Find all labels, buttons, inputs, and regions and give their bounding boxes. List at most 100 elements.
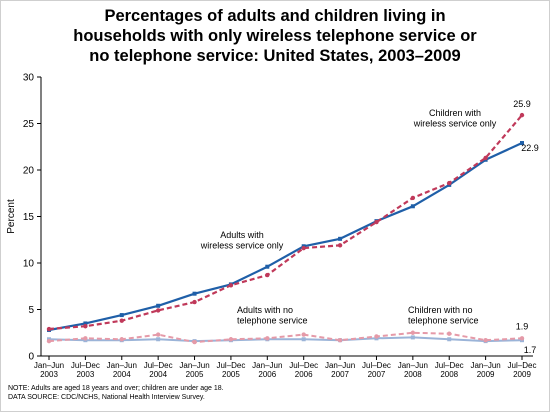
data-point (483, 155, 488, 161)
data-point (119, 318, 124, 323)
x-tick-label-year: 2008 (404, 370, 422, 379)
data-point (155, 332, 161, 337)
x-tick-label-period: Jul–Dec (435, 361, 464, 370)
data-point (192, 299, 197, 305)
series-line (48, 142, 523, 332)
data-point (410, 204, 415, 209)
x-tick-label-period: Jan–Jun (398, 361, 428, 370)
x-tick-label-year: 2005 (186, 370, 204, 379)
data-point (265, 264, 270, 269)
data-point (119, 313, 124, 318)
title-line-2: households with only wireless telephone … (73, 27, 477, 45)
x-tick-label-year: 2007 (368, 370, 386, 379)
x-tick-label-year: 2006 (258, 370, 276, 379)
data-point (301, 332, 306, 337)
end-value-label: 1.7 (524, 345, 537, 355)
x-tick-label-period: Jul–Dec (216, 361, 245, 370)
x-tick-label-year: 2006 (295, 370, 313, 379)
series-label: wireless service only (200, 241, 284, 251)
data-point (301, 245, 306, 251)
series-label: telephone service (237, 316, 308, 326)
note-text: NOTE: Adults are aged 18 years and over;… (8, 385, 224, 392)
end-value-label: 25.9 (513, 99, 531, 109)
y-tick-label: 25 (23, 119, 35, 130)
x-tick-label-period: Jul–Dec (508, 361, 537, 370)
data-point (374, 219, 379, 225)
title-line-3: no telephone service: United States, 200… (89, 47, 461, 65)
data-point (192, 339, 197, 345)
data-point (119, 337, 124, 342)
series-label: wireless service only (413, 119, 497, 129)
data-point (46, 326, 52, 332)
data-point (447, 180, 452, 186)
data-point (156, 303, 161, 308)
x-tick-label-year: 2003 (76, 370, 94, 379)
data-point (410, 330, 416, 335)
series-label: Adults with no (237, 305, 293, 315)
series-line (48, 114, 523, 331)
end-value-label: 1.9 (516, 321, 529, 331)
chart-notes: NOTE: Adults are aged 18 years and over;… (8, 384, 224, 402)
x-tick-label-period: Jan–Jun (107, 361, 137, 370)
x-tick-label-year: 2008 (440, 370, 458, 379)
y-tick-label: 10 (23, 259, 35, 270)
x-tick-label-year: 2004 (149, 370, 167, 379)
series-line (48, 331, 523, 344)
data-point (301, 337, 306, 342)
x-tick-label-period: Jan–Jun (252, 361, 282, 370)
data-point (46, 338, 52, 344)
x-tick-label-year: 2004 (113, 370, 131, 379)
series-label: Adults with (220, 230, 264, 240)
data-point (410, 195, 416, 201)
data-point (447, 337, 452, 342)
data-point (265, 336, 270, 341)
chart-title: Percentages of adults and children livin… (0, 6, 550, 66)
series-line (48, 336, 523, 343)
y-tick-label: 20 (23, 166, 35, 177)
x-tick-label-period: Jul–Dec (144, 361, 173, 370)
data-point (83, 321, 88, 326)
x-tick-label-year: 2003 (40, 370, 58, 379)
data-point (265, 272, 270, 278)
series-label: Children with (429, 108, 481, 118)
x-tick-label-period: Jul–Dec (71, 361, 100, 370)
data-point (374, 334, 379, 339)
x-tick-label-period: Jul–Dec (289, 361, 318, 370)
y-tick-label: 15 (23, 212, 35, 223)
series-label: telephone service (408, 316, 479, 326)
title-line-1: Percentages of adults and children livin… (104, 7, 446, 25)
y-tick-label: 30 (23, 73, 35, 84)
x-tick-label-year: 2007 (331, 370, 349, 379)
x-tick-label-year: 2005 (222, 370, 240, 379)
data-point (519, 112, 525, 118)
data-point (83, 324, 88, 329)
series-label: Children with no (408, 305, 473, 315)
data-point (410, 335, 415, 340)
data-point (228, 337, 234, 342)
data-point (83, 336, 88, 341)
x-tick-label-period: Jan–Jun (325, 361, 355, 370)
x-tick-label-year: 2009 (477, 370, 495, 379)
data-point (155, 308, 161, 313)
data-point (192, 291, 197, 296)
data-point (520, 141, 524, 146)
data-point (483, 337, 488, 343)
x-tick-label-period: Jan–Jun (179, 361, 209, 370)
x-tick-label-period: Jan–Jun (470, 361, 500, 370)
data-point (338, 236, 343, 241)
data-point (156, 337, 161, 342)
end-value-label: 22.9 (521, 143, 539, 153)
data-point (337, 337, 343, 343)
data-point (337, 243, 343, 248)
y-axis-title: Percent (6, 199, 17, 234)
data-source-text: DATA SOURCE: CDC/NCHS, National Health I… (8, 394, 205, 401)
data-point (519, 336, 525, 341)
data-point (228, 283, 234, 288)
data-point (447, 331, 452, 336)
x-tick-label-period: Jul–Dec (362, 361, 391, 370)
x-tick-label-year: 2009 (513, 370, 531, 379)
x-tick-label-period: Jan–Jun (34, 361, 64, 370)
y-tick-label: 5 (28, 305, 34, 316)
